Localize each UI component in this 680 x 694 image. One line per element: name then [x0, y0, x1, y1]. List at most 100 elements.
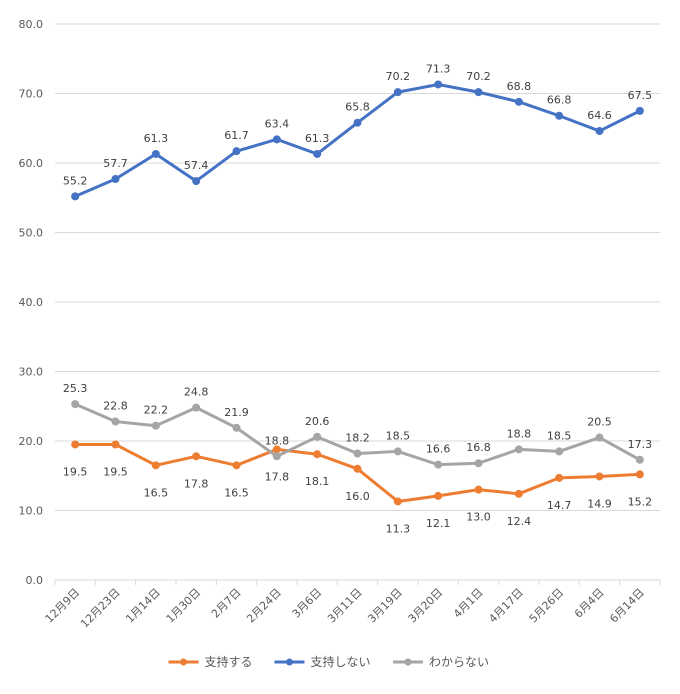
data-label: 22.2 [144, 404, 169, 417]
data-point [313, 450, 322, 459]
x-tick-label: 1月30日 [164, 586, 204, 626]
x-tick-label: 3月11日 [325, 586, 365, 626]
legend-label: 支持する [205, 654, 253, 669]
data-point [272, 135, 281, 144]
data-label: 14.9 [587, 497, 612, 510]
data-point [353, 449, 362, 458]
data-label: 16.8 [466, 441, 491, 454]
legend: 支持する 支持しない わからない [168, 654, 489, 669]
data-label: 70.2 [386, 70, 411, 83]
data-label: 64.6 [587, 109, 612, 122]
data-point [474, 88, 483, 97]
x-tick-label: 12月9日 [43, 586, 83, 626]
x-tick-label: 6月4日 [572, 586, 607, 621]
data-point [71, 440, 80, 449]
data-point [111, 417, 120, 426]
data-label: 57.4 [184, 159, 209, 172]
data-label: 18.5 [386, 429, 411, 442]
data-label: 18.2 [345, 432, 370, 445]
data-point [393, 88, 402, 97]
legend-label: 支持しない [311, 654, 371, 669]
data-label: 15.2 [628, 495, 653, 508]
data-point [192, 452, 201, 461]
data-point [111, 440, 120, 449]
data-point [71, 400, 80, 409]
data-label: 55.2 [63, 174, 88, 187]
series-points [71, 80, 644, 506]
x-tick-label: 3月19日 [365, 586, 405, 626]
data-point [635, 106, 644, 115]
data-label: 57.7 [103, 157, 128, 170]
data-label: 20.6 [305, 415, 330, 428]
data-label: 25.3 [63, 382, 88, 395]
data-point [514, 445, 523, 454]
y-tick-label: 80.0 [19, 18, 44, 31]
data-label: 22.8 [103, 400, 128, 413]
y-tick-label: 30.0 [19, 366, 44, 379]
data-label: 16.5 [224, 486, 249, 499]
data-label: 18.8 [507, 427, 532, 440]
y-tick-label: 40.0 [19, 296, 44, 309]
data-label: 71.3 [426, 62, 451, 75]
data-label: 18.5 [547, 429, 572, 442]
data-point [272, 452, 281, 461]
legend-swatch-marker [180, 658, 187, 666]
data-label: 19.5 [103, 465, 128, 478]
data-point [514, 97, 523, 106]
x-tick-label: 4月17日 [486, 586, 526, 626]
legend-item-1: 支持しない [274, 654, 371, 669]
data-label: 11.3 [386, 522, 411, 535]
data-point [353, 118, 362, 127]
data-label: 61.3 [144, 132, 169, 145]
data-point [434, 491, 443, 500]
data-point [111, 174, 120, 183]
data-point [232, 461, 241, 470]
data-label: 18.1 [305, 475, 330, 488]
data-label: 68.8 [507, 80, 532, 93]
y-tick-label: 0.0 [26, 574, 44, 587]
data-point [595, 127, 604, 136]
data-label: 63.4 [265, 117, 290, 130]
x-tick-label: 2月7日 [209, 586, 244, 621]
x-tick-label: 6月14日 [607, 586, 647, 626]
data-label: 17.3 [628, 438, 653, 451]
data-point [71, 192, 80, 201]
data-point [474, 485, 483, 494]
data-point [192, 403, 201, 412]
x-tick-label: 4月1日 [451, 586, 486, 621]
data-label: 61.3 [305, 132, 330, 145]
y-tick-label: 60.0 [19, 157, 44, 170]
legend-swatch-marker [404, 658, 412, 666]
legend-item-0: 支持する [168, 654, 253, 669]
data-label: 66.8 [547, 94, 572, 107]
data-point [151, 149, 160, 158]
data-label: 17.8 [184, 477, 209, 490]
data-label: 16.0 [345, 490, 370, 503]
data-point [353, 464, 362, 473]
y-tick-label: 20.0 [19, 435, 44, 448]
data-label: 16.6 [426, 443, 451, 456]
data-point [434, 80, 443, 89]
data-label: 20.5 [587, 416, 612, 429]
data-label: 21.9 [224, 406, 249, 419]
data-label: 16.5 [144, 486, 169, 499]
data-label: 67.5 [628, 89, 653, 102]
x-tick-label: 3月6日 [290, 586, 325, 621]
data-label: 12.1 [426, 517, 451, 530]
data-label: 19.5 [63, 465, 88, 478]
data-label: 12.4 [507, 515, 532, 528]
data-point [474, 459, 483, 468]
data-label: 18.8 [265, 434, 290, 447]
data-point [555, 447, 564, 456]
y-tick-label: 70.0 [19, 88, 44, 101]
data-point [595, 433, 604, 442]
data-label: 13.0 [466, 511, 491, 524]
data-label: 17.8 [265, 470, 290, 483]
y-tick-label: 10.0 [19, 505, 44, 518]
data-point [313, 432, 322, 441]
data-point [232, 423, 241, 432]
x-tick-label: 5月26日 [527, 586, 567, 626]
data-point [151, 461, 160, 470]
